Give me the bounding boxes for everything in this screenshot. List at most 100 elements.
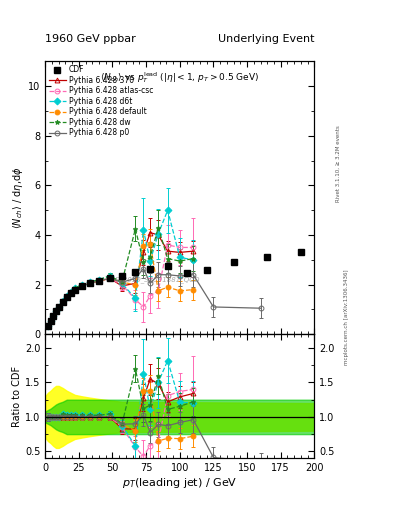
Pythia 6.428 p0 xyxy=(97,278,101,284)
Pythia 6.428 d6t xyxy=(46,323,50,329)
Pythia 6.428 p0 xyxy=(56,304,61,310)
Pythia 6.428 p0 xyxy=(258,305,263,311)
Line: CDF: CDF xyxy=(45,250,304,328)
Pythia 6.428 p0 xyxy=(68,290,73,296)
Pythia 6.428 370 xyxy=(165,248,170,254)
Pythia 6.428 atlas-csc xyxy=(46,323,50,329)
CDF xyxy=(68,290,73,296)
CDF xyxy=(184,270,189,276)
Pythia 6.428 p0 xyxy=(156,272,161,278)
Y-axis label: Ratio to CDF: Ratio to CDF xyxy=(12,366,22,427)
Pythia 6.428 dw xyxy=(72,285,77,291)
Pythia 6.428 p0 xyxy=(64,294,69,300)
Pythia 6.428 p0 xyxy=(191,272,196,278)
Pythia 6.428 atlas-csc xyxy=(51,312,56,318)
CDF xyxy=(46,323,50,329)
CDF xyxy=(79,283,84,289)
Pythia 6.428 default xyxy=(53,308,58,314)
Line: Pythia 6.428 default: Pythia 6.428 default xyxy=(46,241,196,328)
Pythia 6.428 370 xyxy=(191,248,196,254)
CDF xyxy=(107,275,112,282)
Pythia 6.428 dw xyxy=(46,323,50,329)
CDF xyxy=(133,269,138,275)
Pythia 6.428 p0 xyxy=(87,281,92,287)
Pythia 6.428 dw xyxy=(148,254,152,261)
Pythia 6.428 d6t xyxy=(79,282,84,288)
Pythia 6.428 370 xyxy=(156,232,161,238)
Pythia 6.428 370 xyxy=(148,229,152,236)
Pythia 6.428 p0 xyxy=(148,281,152,287)
Pythia 6.428 default xyxy=(48,317,53,324)
Pythia 6.428 atlas-csc xyxy=(64,294,69,300)
CDF xyxy=(87,281,92,287)
Pythia 6.428 d6t xyxy=(141,227,146,233)
Pythia 6.428 d6t xyxy=(48,317,53,324)
Pythia 6.428 default xyxy=(51,312,56,318)
Pythia 6.428 atlas-csc xyxy=(68,290,73,296)
Pythia 6.428 atlas-csc xyxy=(48,317,53,324)
CDF xyxy=(148,265,152,271)
Pythia 6.428 atlas-csc xyxy=(53,308,58,314)
Pythia 6.428 d6t xyxy=(56,304,61,310)
Pythia 6.428 atlas-csc xyxy=(165,242,170,248)
Pythia 6.428 d6t xyxy=(191,257,196,263)
Pythia 6.428 atlas-csc xyxy=(141,304,146,310)
CDF xyxy=(231,259,236,265)
Pythia 6.428 dw xyxy=(87,279,92,285)
Pythia 6.428 d6t xyxy=(68,289,73,295)
Pythia 6.428 atlas-csc xyxy=(79,283,84,289)
Text: CDF_2010_S8591881_QCD: CDF_2010_S8591881_QCD xyxy=(106,276,200,283)
CDF xyxy=(53,308,58,314)
Pythia 6.428 atlas-csc xyxy=(107,275,112,282)
Pythia 6.428 p0 xyxy=(46,323,50,329)
Pythia 6.428 atlas-csc xyxy=(119,282,124,288)
Pythia 6.428 dw xyxy=(61,297,65,304)
Pythia 6.428 dw xyxy=(119,279,124,285)
Line: Pythia 6.428 d6t: Pythia 6.428 d6t xyxy=(46,208,196,328)
Pythia 6.428 p0 xyxy=(107,275,112,282)
Pythia 6.428 default xyxy=(79,283,84,289)
Pythia 6.428 dw xyxy=(51,312,56,318)
Pythia 6.428 370 xyxy=(53,308,58,314)
Pythia 6.428 d6t xyxy=(87,279,92,285)
Line: Pythia 6.428 370: Pythia 6.428 370 xyxy=(46,230,196,328)
Pythia 6.428 dw xyxy=(156,225,161,231)
CDF xyxy=(265,254,270,261)
Pythia 6.428 default xyxy=(87,281,92,287)
Pythia 6.428 p0 xyxy=(178,273,182,279)
CDF xyxy=(119,273,124,279)
Line: Pythia 6.428 atlas-csc: Pythia 6.428 atlas-csc xyxy=(46,243,196,328)
Pythia 6.428 dw xyxy=(133,226,138,232)
Pythia 6.428 d6t xyxy=(178,254,182,261)
Pythia 6.428 default xyxy=(68,290,73,296)
CDF xyxy=(165,263,170,269)
Pythia 6.428 dw xyxy=(79,282,84,288)
Pythia 6.428 p0 xyxy=(165,272,170,278)
Pythia 6.428 370 xyxy=(48,317,53,324)
CDF xyxy=(97,278,101,284)
Pythia 6.428 370 xyxy=(107,275,112,282)
Pythia 6.428 p0 xyxy=(211,304,216,310)
Text: 1960 GeV ppbar: 1960 GeV ppbar xyxy=(45,33,136,44)
Pythia 6.428 default xyxy=(148,241,152,247)
Pythia 6.428 d6t xyxy=(53,308,58,314)
Pythia 6.428 370 xyxy=(72,287,77,293)
Pythia 6.428 370 xyxy=(64,294,69,300)
Pythia 6.428 370 xyxy=(61,299,65,305)
Pythia 6.428 d6t xyxy=(97,276,101,283)
Pythia 6.428 default xyxy=(107,275,112,282)
Text: Rivet 3.1.10, ≥ 3.2M events: Rivet 3.1.10, ≥ 3.2M events xyxy=(336,125,341,202)
Pythia 6.428 default xyxy=(46,323,50,329)
Pythia 6.428 p0 xyxy=(48,317,53,324)
CDF xyxy=(56,304,61,310)
Pythia 6.428 atlas-csc xyxy=(156,288,161,294)
Text: $\langle N_{ch}\rangle$ vs $p_T^{\mathrm{lead}}$ ($|\eta| < 1$, $p_T > 0.5$ GeV): $\langle N_{ch}\rangle$ vs $p_T^{\mathrm… xyxy=(100,70,259,84)
Pythia 6.428 default xyxy=(61,299,65,305)
Pythia 6.428 default xyxy=(56,304,61,310)
Pythia 6.428 dw xyxy=(64,293,69,299)
Pythia 6.428 default xyxy=(191,287,196,293)
Pythia 6.428 dw xyxy=(48,317,53,324)
Pythia 6.428 dw xyxy=(97,276,101,283)
Pythia 6.428 atlas-csc xyxy=(178,244,182,250)
Pythia 6.428 atlas-csc xyxy=(56,304,61,310)
